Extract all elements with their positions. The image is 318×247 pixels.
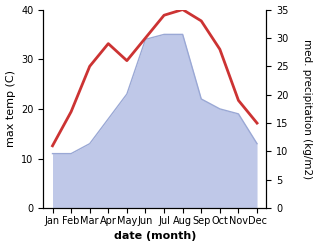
Y-axis label: med. precipitation (kg/m2): med. precipitation (kg/m2) [302, 39, 313, 179]
Y-axis label: max temp (C): max temp (C) [5, 70, 16, 147]
X-axis label: date (month): date (month) [114, 231, 196, 242]
